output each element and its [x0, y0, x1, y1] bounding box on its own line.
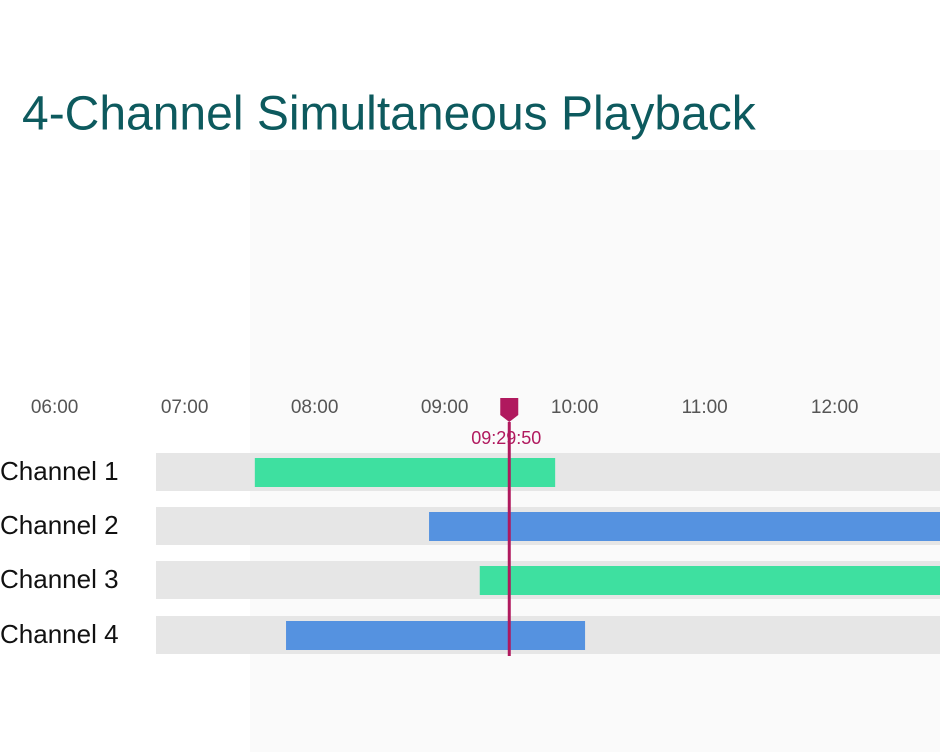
recording-bar	[286, 621, 586, 650]
x-tick-label: 08:00	[291, 397, 339, 418]
background-panel	[250, 150, 940, 752]
channel-label: Channel 4	[0, 619, 119, 649]
channel-label: Channel 2	[0, 510, 119, 540]
playhead-time: 09:29:50	[471, 428, 541, 448]
title: 4-Channel Simultaneous Playback	[22, 88, 757, 141]
x-tick-label: 09:00	[421, 397, 469, 418]
recording-bar	[254, 458, 556, 487]
x-tick-label: 10:00	[551, 397, 599, 418]
x-tick-label: 11:00	[682, 397, 728, 418]
channel-label: Channel 1	[0, 456, 119, 486]
recording-bar	[429, 512, 940, 541]
x-tick-label: 12:00	[811, 397, 859, 418]
x-tick-label: 07:00	[161, 397, 209, 418]
recording-bar	[479, 566, 940, 595]
playhead-marker	[500, 398, 519, 422]
channel-label: Channel 3	[0, 564, 119, 594]
x-tick-label: 06:00	[31, 397, 79, 418]
